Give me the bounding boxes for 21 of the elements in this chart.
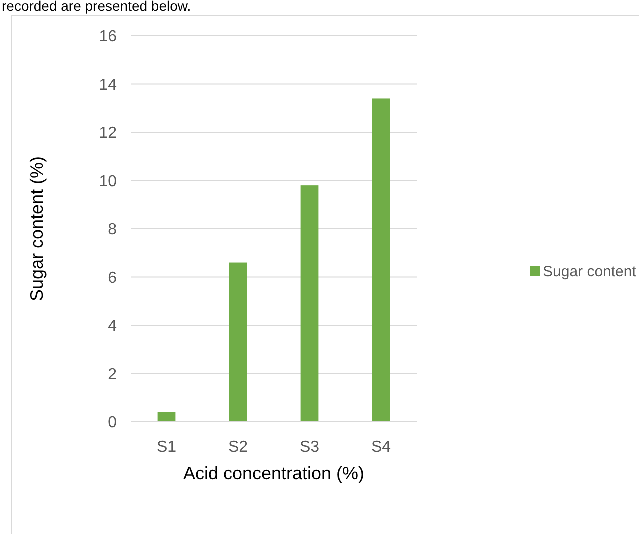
x-tick-label: S4	[371, 439, 392, 456]
y-tick-label: 8	[108, 222, 118, 239]
bar	[229, 262, 248, 422]
bar	[300, 186, 319, 422]
bar	[158, 412, 176, 422]
x-axis-title: Acid concentration (%)	[183, 463, 365, 484]
x-tick-label: S3	[300, 439, 320, 456]
y-tick-label: 0	[108, 414, 118, 432]
y-tick-label: 4	[108, 318, 118, 336]
y-tick-label: 10	[99, 173, 118, 190]
y-axis-title: Sugar content (%)	[27, 156, 47, 302]
x-tick-label: S2	[228, 439, 248, 456]
y-tick-label: 6	[108, 270, 118, 287]
x-tick-label: S1	[156, 439, 177, 456]
legend-label: Sugar content	[543, 263, 638, 280]
y-tick-label: 16	[99, 28, 118, 46]
bar	[372, 98, 390, 422]
y-tick-label: 14	[99, 76, 118, 94]
y-tick-label: 12	[99, 125, 118, 142]
text: recorded are presented below.	[2, 0, 192, 14]
y-tick-label: 2	[108, 366, 118, 384]
